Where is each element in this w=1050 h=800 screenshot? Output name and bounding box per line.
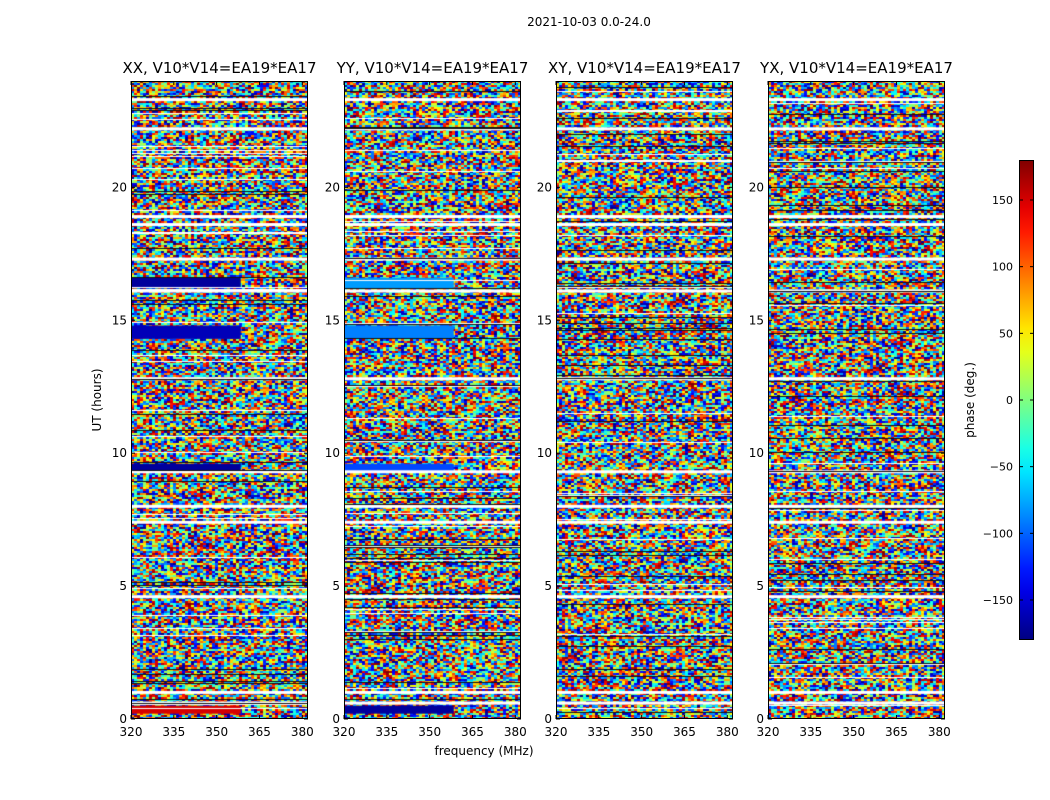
y-tick-label: 0 <box>332 712 340 726</box>
x-tick-label: 335 <box>587 725 610 739</box>
x-tick-label: 320 <box>333 725 356 739</box>
y-tick-label: 10 <box>325 446 340 460</box>
x-tick-label: 365 <box>885 725 908 739</box>
panel-xy: XY, V10*V14=EA19*EA17 320 335 350 365 380 0 5 10… <box>537 59 741 739</box>
phase-heatmap <box>768 81 945 719</box>
x-tick-label: 365 <box>248 725 271 739</box>
x-tick-label: 365 <box>673 725 696 739</box>
panel-yx: YX, V10*V14=EA19*EA17 320 335 350 365 380 0 5 10… <box>749 59 953 739</box>
x-tick-label: 350 <box>418 725 441 739</box>
x-tick-label: 350 <box>205 725 228 739</box>
panel-title: XY, V10*V14=EA19*EA17 <box>548 59 741 77</box>
panel-yy: YY, V10*V14=EA19*EA17 320 335 350 365 380 0 5 10… <box>325 59 529 739</box>
x-tick-label: 335 <box>799 725 822 739</box>
y-tick-label: 20 <box>112 180 127 194</box>
x-tick-label: 380 <box>928 725 951 739</box>
colorbar-label: phase (deg.) <box>963 362 977 438</box>
x-tick-label: 380 <box>716 725 739 739</box>
y-tick-label: 15 <box>112 313 127 327</box>
y-tick-label: 15 <box>325 313 340 327</box>
y-tick-label: 10 <box>537 446 552 460</box>
x-axis-label: frequency (MHz) <box>434 744 533 758</box>
panel-frame <box>344 81 521 719</box>
x-tick-label: 350 <box>630 725 653 739</box>
panel-title: XX, V10*V14=EA19*EA17 <box>122 59 316 77</box>
y-tick-label: 5 <box>544 579 552 593</box>
y-tick-label: 10 <box>112 446 127 460</box>
panel-frame <box>556 81 733 719</box>
y-tick-label: 20 <box>325 180 340 194</box>
x-tick-label: 380 <box>504 725 527 739</box>
colorbar-tick-label: 0 <box>1006 394 1013 407</box>
colorbar: −150 −100 −50 0 50 100 150 <box>983 160 1034 640</box>
colorbar-tick-label: −100 <box>983 527 1013 540</box>
x-tick-label: 365 <box>461 725 484 739</box>
y-tick-label: 5 <box>756 579 764 593</box>
x-tick-label: 335 <box>375 725 398 739</box>
y-tick-label: 10 <box>749 446 764 460</box>
y-tick-label: 20 <box>749 180 764 194</box>
colorbar-tick-label: 50 <box>999 327 1013 340</box>
colorbar-gradient <box>1019 160 1034 640</box>
x-tick-label: 380 <box>291 725 314 739</box>
colorbar-tick-label: −50 <box>990 461 1013 474</box>
y-tick-label: 5 <box>119 579 127 593</box>
y-axis-label: UT (hours) <box>90 368 104 431</box>
y-tick-label: 15 <box>537 313 552 327</box>
y-tick-label: 0 <box>119 712 127 726</box>
x-tick-label: 335 <box>162 725 185 739</box>
colorbar-tick-label: 150 <box>992 194 1013 207</box>
figure-suptitle: 2021-10-03 0.0-24.0 <box>527 15 651 29</box>
phase-heatmap <box>131 81 308 719</box>
x-tick-label: 320 <box>545 725 568 739</box>
panel-frame <box>131 81 308 719</box>
x-tick-label: 320 <box>120 725 143 739</box>
y-tick-label: 0 <box>544 712 552 726</box>
y-tick-label: 0 <box>756 712 764 726</box>
colorbar-tick-label: 100 <box>992 261 1013 274</box>
panel-title: YX, V10*V14=EA19*EA17 <box>759 59 953 77</box>
panels: XX, V10*V14=EA19*EA17 320 335 350 365 380 0 5 10… <box>112 59 953 739</box>
x-tick-label: 350 <box>842 725 865 739</box>
panel-title: YY, V10*V14=EA19*EA17 <box>336 59 529 77</box>
y-tick-label: 15 <box>749 313 764 327</box>
phase-heatmap <box>556 81 733 719</box>
panel-frame <box>768 81 945 719</box>
panel-xx: XX, V10*V14=EA19*EA17 320 335 350 365 380 0 5 10… <box>112 59 317 739</box>
colorbar-tick-label: −150 <box>983 594 1013 607</box>
phase-heatmap <box>344 81 521 719</box>
y-tick-label: 5 <box>332 579 340 593</box>
x-tick-label: 320 <box>757 725 780 739</box>
y-tick-label: 20 <box>537 180 552 194</box>
